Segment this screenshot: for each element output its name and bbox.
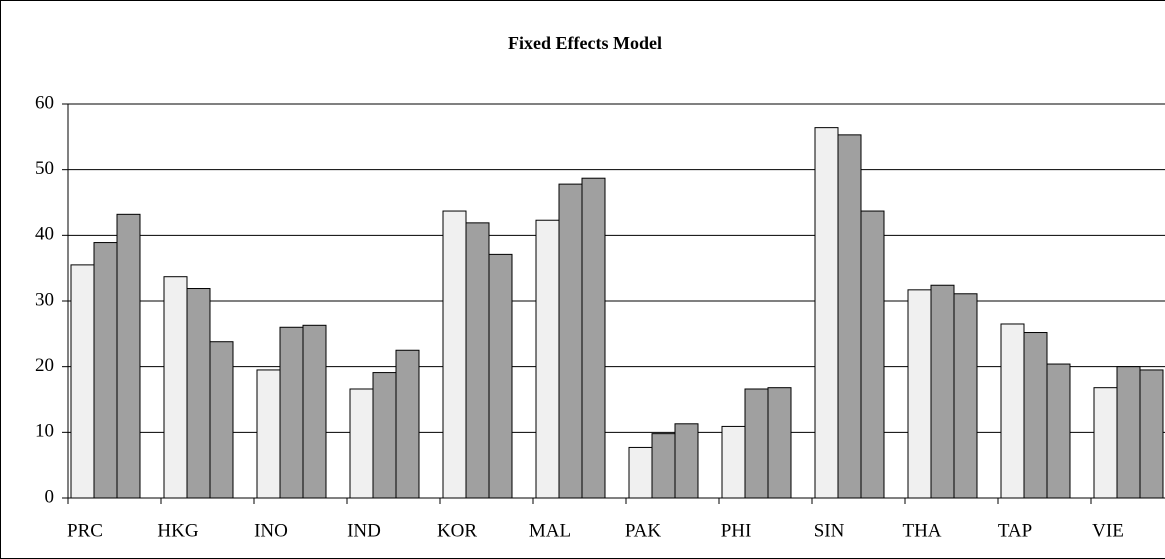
bar bbox=[209, 341, 234, 499]
bar bbox=[442, 210, 467, 499]
x-tick-label: PRC bbox=[67, 520, 103, 541]
bar bbox=[837, 134, 862, 499]
bar bbox=[558, 183, 583, 499]
bar bbox=[372, 372, 397, 499]
bar bbox=[535, 219, 560, 499]
bar bbox=[674, 423, 699, 499]
bar bbox=[953, 293, 978, 499]
bar bbox=[279, 326, 304, 499]
bar bbox=[488, 253, 513, 499]
x-tick-label: KOR bbox=[437, 520, 477, 541]
x-tick-label: IND bbox=[347, 520, 381, 541]
bar bbox=[1093, 387, 1118, 499]
x-tick-label: PAK bbox=[625, 520, 662, 541]
bar bbox=[581, 177, 606, 499]
x-tick-label: SIN bbox=[814, 520, 845, 541]
bar bbox=[1000, 323, 1025, 499]
y-tick-label: 50 bbox=[35, 158, 54, 179]
y-tick-label: 60 bbox=[35, 92, 54, 113]
x-tick-label: TAP bbox=[998, 520, 1032, 541]
bar bbox=[465, 222, 490, 499]
y-tick-label: 10 bbox=[35, 421, 54, 442]
bar bbox=[860, 210, 885, 499]
bar bbox=[744, 388, 769, 499]
bar bbox=[814, 127, 839, 499]
bar bbox=[302, 324, 327, 499]
bar bbox=[767, 387, 792, 499]
bar bbox=[1139, 369, 1164, 499]
chart-title: Fixed Effects Model bbox=[508, 33, 662, 53]
bar bbox=[256, 369, 281, 499]
x-tick-label: THA bbox=[902, 520, 941, 541]
bar bbox=[1116, 366, 1141, 499]
bar bbox=[93, 242, 118, 499]
x-tick-label: MAL bbox=[529, 520, 571, 541]
x-tick-label: VIE bbox=[1092, 520, 1124, 541]
bar bbox=[628, 446, 653, 499]
bar bbox=[930, 284, 955, 499]
x-tick-label: HKG bbox=[157, 520, 198, 541]
bar bbox=[70, 264, 95, 499]
bar bbox=[116, 213, 141, 499]
bar bbox=[1023, 332, 1048, 499]
y-tick-label: 40 bbox=[35, 224, 54, 245]
x-tick-label: INO bbox=[254, 520, 288, 541]
x-tick-label: PHI bbox=[721, 520, 752, 541]
y-tick-label: 0 bbox=[45, 486, 55, 507]
y-tick-label: 20 bbox=[35, 355, 54, 376]
y-tick-label: 30 bbox=[35, 289, 54, 310]
bar bbox=[186, 288, 211, 499]
bar bbox=[1046, 363, 1071, 499]
bar bbox=[907, 289, 932, 499]
bar bbox=[651, 433, 676, 499]
bar bbox=[721, 425, 746, 499]
bar bbox=[395, 349, 420, 499]
bar bbox=[163, 276, 188, 499]
bar bbox=[349, 388, 374, 499]
